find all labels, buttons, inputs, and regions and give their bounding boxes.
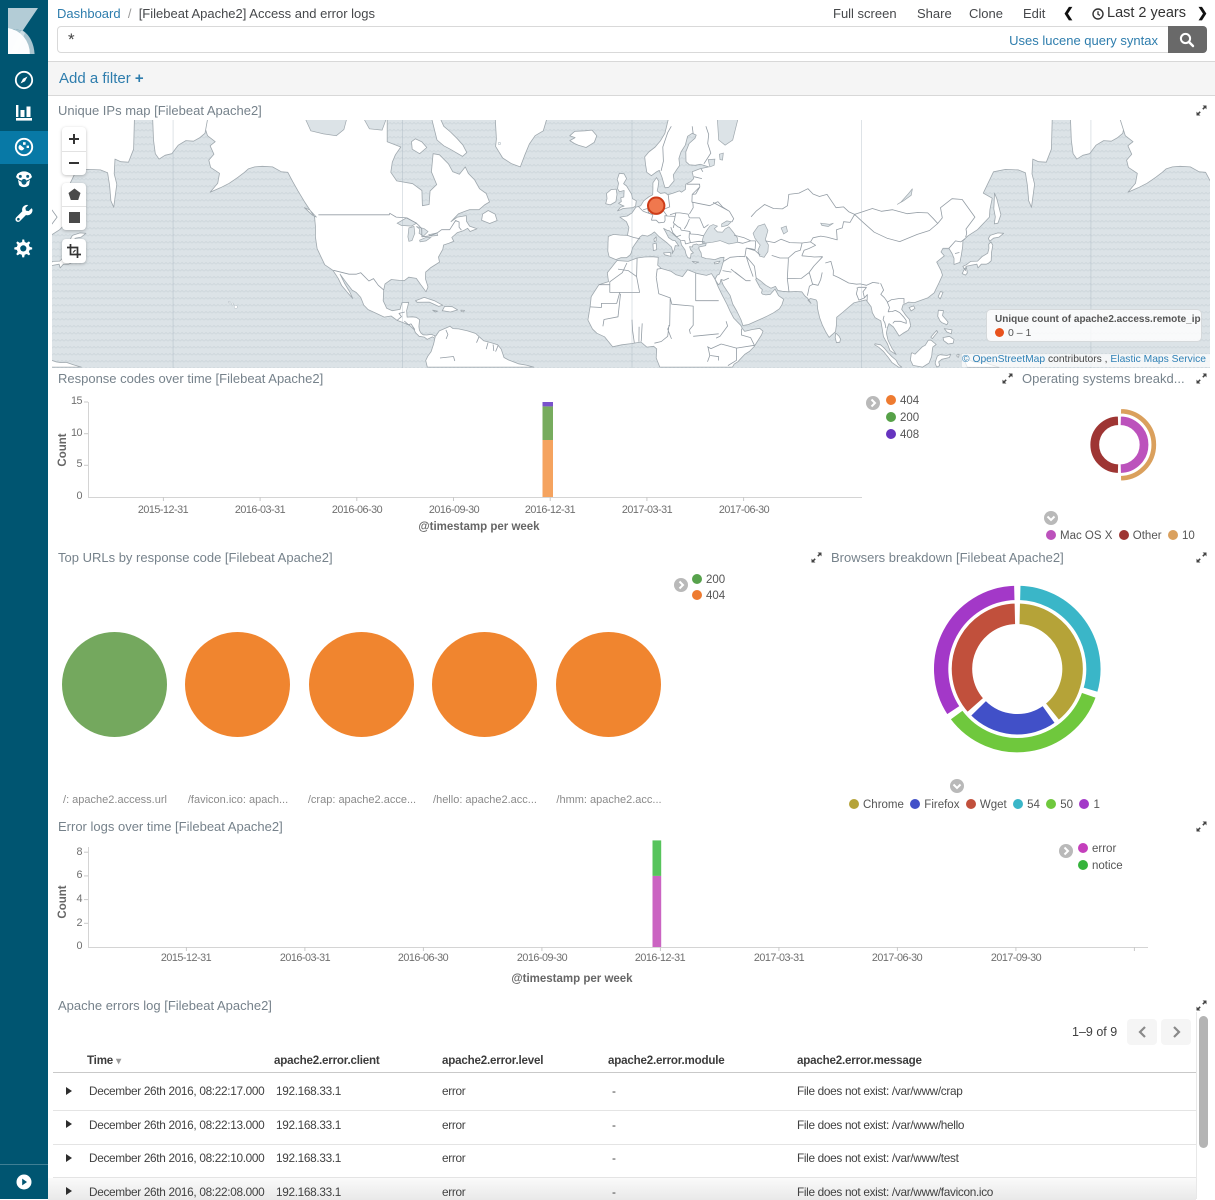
svg-text:Count: Count (57, 433, 69, 466)
svg-text:Count: Count (57, 885, 69, 918)
